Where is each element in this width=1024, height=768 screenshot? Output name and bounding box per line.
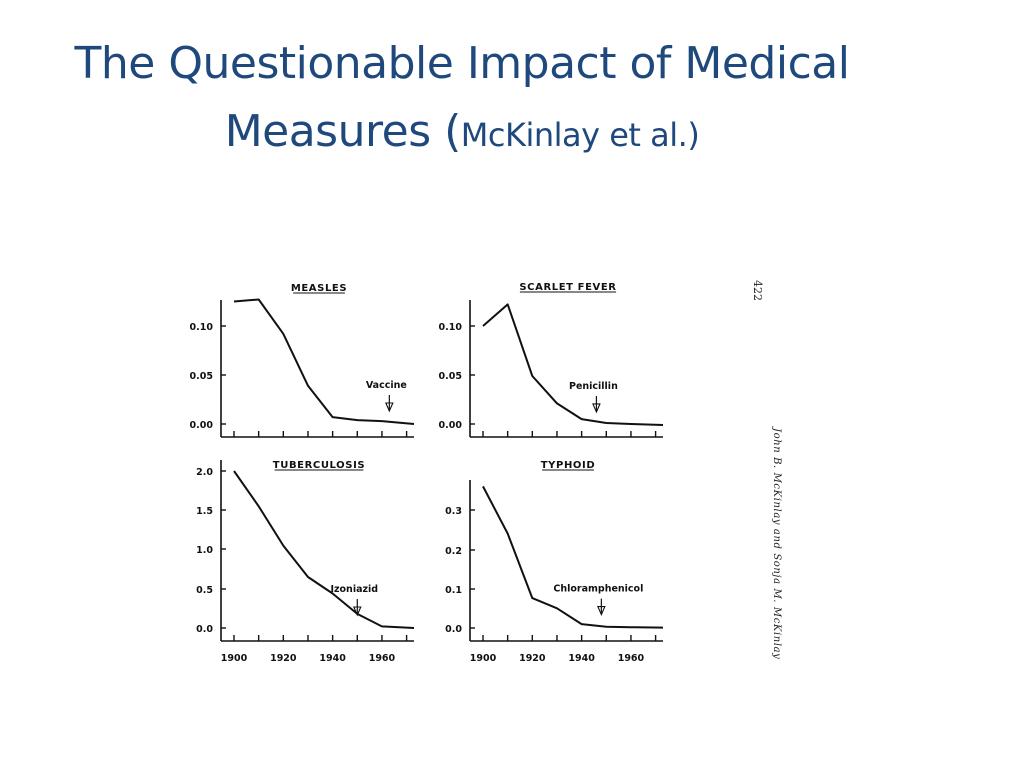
- tuberculosis-y-tick-label: 2.0: [196, 467, 213, 478]
- slide-title-line2-main: Measures (: [224, 106, 462, 157]
- tuberculosis-x-tick-label: 1900: [221, 653, 248, 664]
- typhoid-y-tick-label: 0.0: [445, 624, 462, 635]
- scarlet-fever-y-tick-label: 0.10: [439, 322, 463, 333]
- measles-y-tick-label: 0.00: [190, 420, 214, 431]
- typhoid-y-tick-label: 0.2: [445, 546, 462, 557]
- scarlet-fever-annotation-arrow-head: [592, 403, 601, 414]
- typhoid-x-tick-label: 1920: [519, 653, 546, 664]
- slide-title-line2: Measures (McKinlay et al.): [0, 98, 924, 169]
- measles-annotation-label: Vaccine: [366, 380, 407, 391]
- typhoid-title: TYPHOID: [541, 460, 595, 471]
- tuberculosis-annotation-arrow-head: [352, 606, 362, 617]
- typhoid-x-tick-label: 1960: [618, 653, 645, 664]
- scarlet-fever-y-tick-label: 0.05: [439, 371, 462, 382]
- tuberculosis-x-tick-label: 1940: [319, 653, 346, 664]
- scarlet-fever-y-tick-label: 0.00: [439, 420, 463, 431]
- typhoid-x-tick-label: 1940: [568, 653, 595, 664]
- measles-annotation-arrow-head: [385, 402, 394, 413]
- scarlet-fever-title: SCARLET FEVER: [519, 282, 616, 293]
- slide-title-line1: The Questionable Impact of Medical: [74, 38, 850, 89]
- tuberculosis-series-line: [233, 470, 415, 629]
- scarlet-fever-annotation-label: Penicillin: [569, 381, 618, 392]
- typhoid-y-tick-label: 0.3: [445, 506, 462, 517]
- page-number: 422: [751, 280, 764, 301]
- typhoid-x-tick-label: 1900: [470, 653, 497, 664]
- typhoid-annotation-label: Chloramphenicol: [553, 584, 643, 595]
- tuberculosis-y-tick-label: 0.5: [196, 585, 213, 596]
- scarlet-fever-series-line: [482, 303, 664, 426]
- measles-y-tick-label: 0.05: [190, 371, 213, 382]
- measles-y-tick-label: 0.10: [190, 322, 214, 333]
- tuberculosis-y-tick-label: 1.5: [196, 506, 213, 517]
- measles-series-line: [233, 298, 415, 425]
- typhoid-y-tick-label: 0.1: [445, 585, 462, 596]
- tuberculosis-annotation-label: Izoniazid: [330, 584, 378, 595]
- tuberculosis-x-tick-label: 1920: [270, 653, 297, 664]
- tuberculosis-title: TUBERCULOSIS: [273, 460, 365, 471]
- typhoid-series-line: [482, 485, 664, 629]
- slide-title-citation: McKinlay et al.): [460, 116, 700, 154]
- slide-title: The Questionable Impact of Medical Measu…: [0, 30, 924, 169]
- tuberculosis-y-tick-label: 0.0: [196, 624, 213, 635]
- tuberculosis-x-tick-label: 1960: [369, 653, 396, 664]
- author-credit: John B. McKinlay and Sonja M. McKinlay: [771, 428, 782, 660]
- typhoid-annotation-arrow-head: [597, 606, 606, 616]
- tuberculosis-y-tick-label: 1.0: [196, 545, 213, 556]
- measles-title: MEASLES: [291, 283, 347, 294]
